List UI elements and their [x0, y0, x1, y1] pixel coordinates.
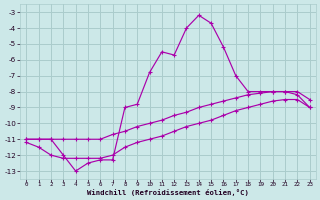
X-axis label: Windchill (Refroidissement éolien,°C): Windchill (Refroidissement éolien,°C)	[87, 189, 249, 196]
